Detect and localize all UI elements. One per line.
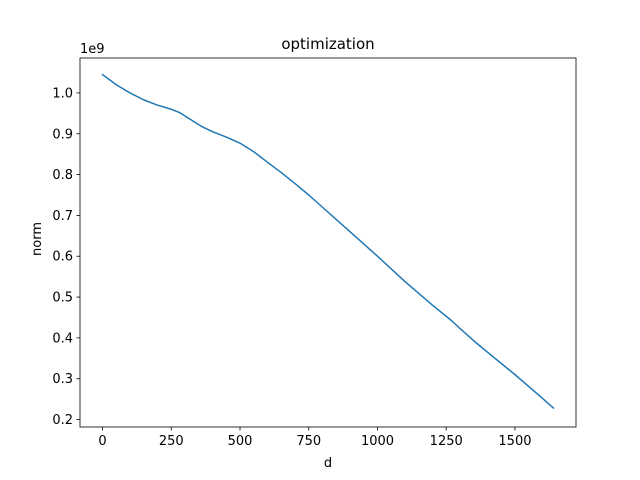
y-tick-label: 0.4 bbox=[52, 331, 73, 346]
x-tick-label: 1250 bbox=[430, 434, 463, 449]
x-tick-label: 0 bbox=[98, 434, 106, 449]
y-tick-label: 0.3 bbox=[52, 372, 73, 387]
x-tick-label: 750 bbox=[296, 434, 321, 449]
x-tick-label: 1500 bbox=[498, 434, 531, 449]
axis-ticks: 0 250 500 750 1000 1250 1500 0.2 0.3 0.4 0.5 0.6 0.7… bbox=[52, 86, 531, 449]
y-tick-label: 0.7 bbox=[52, 209, 73, 224]
y-tick-label: 0.9 bbox=[52, 127, 73, 142]
x-tick-label: 500 bbox=[228, 434, 253, 449]
x-axis-label: d bbox=[324, 456, 332, 471]
y-axis-offset-label: 1e9 bbox=[80, 42, 105, 57]
y-axis-label: norm bbox=[30, 222, 45, 256]
y-tick-label: 0.5 bbox=[52, 291, 73, 306]
axes-frame bbox=[79, 57, 577, 428]
y-tick-label: 1.0 bbox=[52, 86, 73, 101]
x-tick-label: 250 bbox=[159, 434, 184, 449]
y-tick-label: 0.6 bbox=[52, 250, 73, 265]
x-tick-label: 1000 bbox=[361, 434, 394, 449]
plot-background bbox=[80, 58, 576, 427]
plot-area bbox=[79, 57, 577, 428]
y-tick-label: 0.2 bbox=[52, 413, 73, 428]
y-tick-label: 0.8 bbox=[52, 168, 73, 183]
chart-title: optimization bbox=[281, 35, 374, 53]
series-line-0 bbox=[101, 73, 555, 410]
